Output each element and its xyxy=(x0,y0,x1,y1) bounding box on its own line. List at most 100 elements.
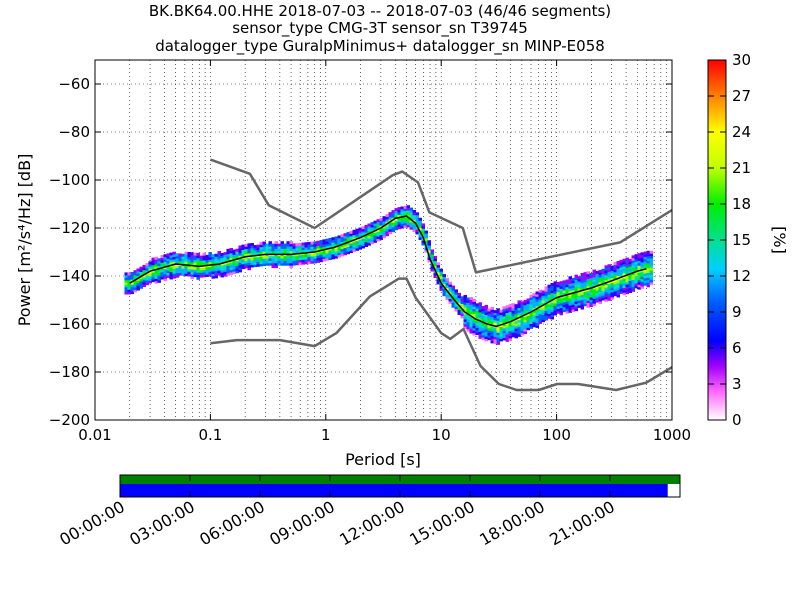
heatmap-cell xyxy=(586,290,591,294)
heatmap-cell xyxy=(373,220,377,224)
heatmap-cell xyxy=(256,261,260,265)
heatmap-cell xyxy=(568,281,573,285)
heatmap-cell xyxy=(544,288,549,292)
heatmap-cell xyxy=(412,217,416,221)
heatmap-cell xyxy=(325,243,329,247)
heatmap-cell xyxy=(496,322,501,326)
heatmap-cell xyxy=(490,316,495,320)
heatmap-cell xyxy=(568,307,573,311)
heatmap-cell xyxy=(163,254,167,258)
heatmap-cell xyxy=(637,284,642,288)
plot-frame xyxy=(94,59,673,421)
coverage-data-band xyxy=(120,484,668,497)
heatmap-cell xyxy=(127,274,131,278)
heatmap-cell xyxy=(280,260,284,264)
heatmap-cell xyxy=(589,294,594,298)
heatmap-cell xyxy=(373,232,377,236)
heatmap-cell xyxy=(502,318,507,322)
heatmap-cell xyxy=(178,265,182,269)
heatmap-cell xyxy=(229,250,233,254)
heatmap-cell xyxy=(283,255,287,259)
heatmap-cell xyxy=(625,279,630,283)
heatmap-cell xyxy=(556,294,561,297)
heatmap-cell xyxy=(541,314,546,318)
heatmap-cell xyxy=(511,317,516,321)
heatmap-cell xyxy=(199,255,203,259)
heatmap-cell xyxy=(613,266,618,270)
heatmap-cell xyxy=(262,241,266,245)
heatmap-cell xyxy=(163,259,167,262)
heatmap-cell xyxy=(370,236,374,240)
heatmap-cell xyxy=(469,328,474,332)
heatmap-cell xyxy=(616,282,621,286)
heatmap-cell xyxy=(472,313,477,317)
heatmap-cell xyxy=(355,247,359,251)
heatmap-cell xyxy=(583,274,588,278)
heatmap-cell xyxy=(463,294,468,298)
heatmap-cell xyxy=(475,308,480,312)
heatmap-cell xyxy=(565,303,570,307)
heatmap-cell xyxy=(226,251,230,255)
heatmap-cell xyxy=(604,270,609,274)
heatmap-cell xyxy=(154,266,158,270)
heatmap-cell xyxy=(451,295,456,299)
heatmap-cell xyxy=(187,268,191,272)
heatmap-cell xyxy=(496,320,501,324)
heatmap-cell xyxy=(355,243,359,246)
heatmap-cell xyxy=(607,273,612,277)
heatmap-cell xyxy=(562,289,567,293)
heatmap-cell xyxy=(376,221,380,225)
heatmap-cell xyxy=(583,293,588,297)
heatmap-cell xyxy=(475,322,480,326)
heatmap-cell xyxy=(520,330,525,334)
heatmap-cell xyxy=(445,285,450,288)
heatmap-cell xyxy=(595,287,600,291)
heatmap-cell xyxy=(562,287,567,291)
heatmap-cell xyxy=(616,294,621,298)
heatmap-cell xyxy=(145,265,149,269)
heatmap-cell xyxy=(523,331,528,335)
heatmap-cell xyxy=(442,288,447,292)
heatmap-cell xyxy=(643,282,648,286)
heatmap-cell xyxy=(610,292,615,295)
heatmap-cell xyxy=(646,272,651,276)
heatmap-cell xyxy=(193,252,197,256)
heatmap-cell xyxy=(538,292,543,296)
heatmap-cell xyxy=(343,242,347,246)
heatmap-cell xyxy=(637,257,642,261)
heatmap-cell xyxy=(259,258,263,262)
heatmap-cell xyxy=(286,241,290,245)
heatmap-cell xyxy=(400,211,404,215)
heatmap-cell xyxy=(535,325,540,328)
heatmap-cell xyxy=(529,299,534,303)
heatmap-cell xyxy=(634,280,639,284)
heatmap-cell xyxy=(382,223,386,227)
heatmap-cell xyxy=(517,305,522,309)
heatmap-cell xyxy=(538,296,543,300)
heatmap-cell xyxy=(424,237,428,241)
heatmap-cell xyxy=(631,284,636,288)
heatmap-cell xyxy=(634,283,639,286)
heatmap-cell xyxy=(223,252,227,255)
heatmap-cell xyxy=(607,264,612,268)
heatmap-cell xyxy=(145,279,149,283)
heatmap-cell xyxy=(556,286,561,290)
heatmap-cell xyxy=(448,286,453,290)
heatmap-cell xyxy=(616,263,621,267)
heatmap-cell xyxy=(127,289,131,293)
heatmap-cell xyxy=(463,318,468,322)
heatmap-cell xyxy=(232,256,236,260)
heatmap-cell xyxy=(649,277,654,281)
heatmap-cell xyxy=(595,270,600,274)
heatmap-cell xyxy=(475,315,480,319)
heatmap-cell xyxy=(358,246,362,250)
heatmap-cell xyxy=(247,267,251,271)
heatmap-cell xyxy=(376,224,380,227)
heatmap-cell xyxy=(484,312,489,315)
heatmap-cell xyxy=(643,277,648,281)
heatmap-cell xyxy=(607,288,612,292)
heatmap-cell xyxy=(241,259,245,262)
heatmap-cell xyxy=(274,262,278,266)
heatmap-cell xyxy=(601,268,606,272)
heatmap-cell xyxy=(463,321,468,325)
